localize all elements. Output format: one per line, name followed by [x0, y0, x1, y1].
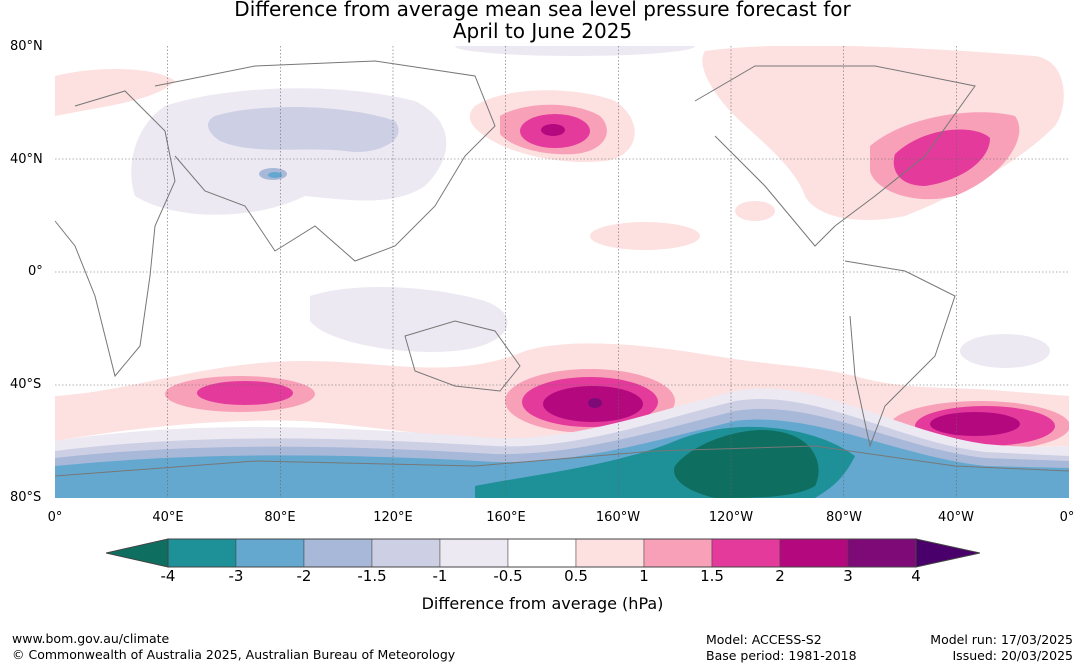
- gridlines: [55, 46, 1069, 498]
- colorbar: [106, 538, 980, 568]
- anomaly-pacific-pink-patch: [590, 222, 700, 250]
- colorbar-segment: [167, 538, 237, 568]
- lat-label-40s: 40°S: [10, 377, 42, 392]
- colorbar-tick-label: 1.5: [700, 567, 724, 585]
- anomaly-spacific-max: [588, 398, 602, 408]
- coastlines: [55, 60, 1069, 477]
- anomaly-asia-light-blue: [208, 106, 399, 152]
- colorbar-segment: [439, 538, 509, 568]
- coastline-africa: [55, 90, 176, 378]
- colorbar-segment: [235, 538, 305, 568]
- footer-model-run: Model run: 17/03/2025: [930, 632, 1073, 647]
- lon-label-160e: 160°E: [486, 510, 526, 525]
- lat-label-equator: 0°: [28, 264, 43, 279]
- footer-copyright: © Commonwealth of Australia 2025, Austra…: [12, 647, 456, 662]
- colorbar-tick-label: 0.5: [564, 567, 588, 585]
- title-line-1: Difference from average mean sea level p…: [234, 0, 851, 21]
- colorbar-tick-label: -3: [228, 567, 244, 585]
- lat-label-80n: 80°N: [10, 39, 43, 54]
- anomaly-arctic-lavender: [455, 46, 695, 56]
- colorbar-segment: [575, 538, 645, 568]
- anomaly-atlantic-core: [893, 129, 990, 186]
- lon-label-120w: 120°W: [708, 510, 754, 525]
- colorbar-tick-label: -4: [160, 567, 176, 585]
- colorbar-tick-label: -1: [432, 567, 448, 585]
- lon-label-40e: 40°E: [152, 510, 184, 525]
- colorbar-tick-label: 1: [639, 567, 649, 585]
- colorbar-tick-label: -2: [296, 567, 312, 585]
- colorbar-label: Difference from average (hPa): [421, 594, 664, 613]
- lon-label-80e: 80°E: [264, 510, 296, 525]
- coastline-eurasia: [154, 60, 496, 262]
- map-title: Difference from average mean sea level p…: [0, 0, 1085, 42]
- lon-label-0: 0°: [47, 510, 63, 525]
- lon-label-0-east: 0°: [1059, 510, 1075, 525]
- anomaly-satlantic-peak: [930, 412, 1020, 436]
- anomaly-tibet-deep-blue: [268, 172, 282, 178]
- footer-issued: Issued: 20/03/2025: [952, 648, 1074, 663]
- lat-label-40n: 40°N: [10, 152, 43, 167]
- anomaly-indian-core: [197, 381, 293, 405]
- colorbar-extend-low: [106, 538, 169, 568]
- colorbar-segment: [371, 538, 441, 568]
- coastline-australia: [404, 320, 521, 392]
- footer-base-period: Base period: 1981-2018: [706, 648, 857, 663]
- lon-label-40w: 40°W: [938, 510, 974, 525]
- anomaly-npacific-peak: [541, 124, 565, 136]
- colorbar-segment: [847, 538, 917, 568]
- colorbar-segment: [507, 538, 577, 568]
- title-line-2: April to June 2025: [452, 19, 633, 43]
- colorbar-tick-label: 4: [911, 567, 921, 585]
- colorbar-extend-high: [915, 538, 980, 568]
- pressure-anomaly-map: [55, 46, 1069, 498]
- lon-label-120e: 120°E: [373, 510, 413, 525]
- colorbar-segment: [779, 538, 849, 568]
- colorbar-segment: [303, 538, 373, 568]
- lon-label-160w: 160°W: [595, 510, 641, 525]
- lat-label-80s: 80°S: [10, 490, 42, 505]
- colorbar-tick-label: -0.5: [493, 567, 523, 585]
- colorbar-segment: [643, 538, 713, 568]
- colorbar-tick-label: 3: [843, 567, 853, 585]
- colorbar-segment: [711, 538, 781, 568]
- colorbar-tick-label: -1.5: [357, 567, 387, 585]
- coastline-antarctica: [55, 445, 1069, 477]
- coastline-south-america: [844, 260, 956, 448]
- footer-website[interactable]: www.bom.gov.au/climate: [12, 631, 170, 646]
- anomaly-gulf-pink-patch: [735, 201, 775, 221]
- coastline-north-america: [694, 65, 976, 247]
- colorbar-tick-label: 2: [775, 567, 785, 585]
- anomaly-atlantic-lavender: [960, 334, 1050, 368]
- footer-model: Model: ACCESS-S2: [706, 632, 822, 647]
- anomaly-europe-pink: [55, 69, 175, 116]
- lon-label-80w: 80°W: [826, 510, 862, 525]
- anomaly-indonesia-lavender: [310, 286, 508, 352]
